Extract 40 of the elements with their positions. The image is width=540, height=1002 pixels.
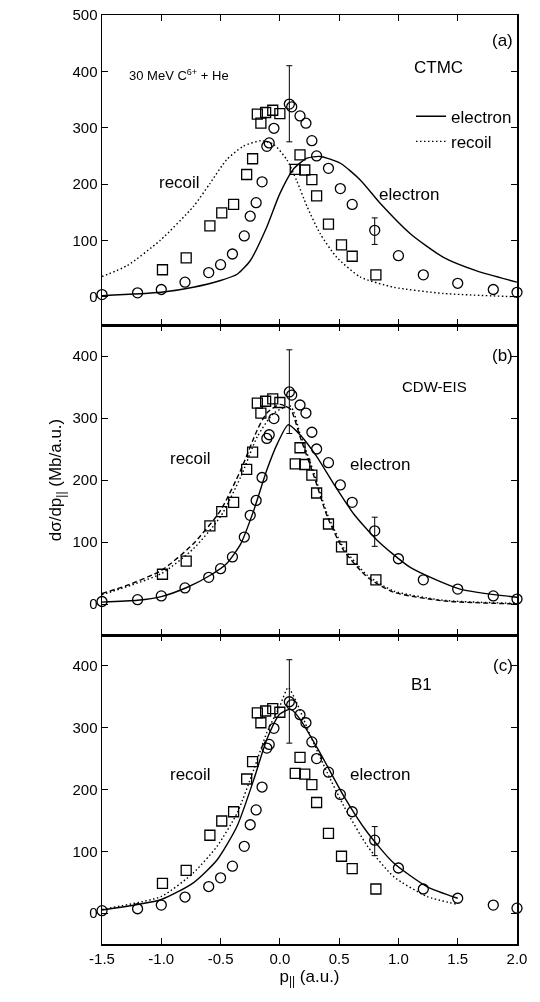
x-tick-label: 0.0 [269, 949, 291, 967]
y-tick-label: 0 [89, 904, 98, 922]
y-tick-label: 300 [72, 409, 98, 427]
annotation: electron [350, 455, 411, 474]
annotation: CDW-EIS [402, 378, 467, 395]
x-tick-label: -1.5 [89, 949, 115, 967]
annotation: recoil [159, 173, 200, 192]
y-tick-label: 400 [72, 62, 98, 80]
annotation: (b) [492, 346, 513, 365]
x-tick-label: -0.5 [207, 949, 234, 967]
y-tick-label: 200 [72, 471, 98, 489]
x-axis-title: p$_{||}$ (a.u.) [279, 966, 340, 989]
x-tick-label: -1.0 [148, 949, 175, 967]
y-tick-label: 0 [89, 288, 98, 306]
y-tick-label: 100 [72, 533, 98, 551]
x-tick-label: 1.5 [447, 949, 469, 967]
y-tick-label: 300 [72, 118, 98, 136]
annotation: 30 MeV C$^{6+}$ + He [129, 67, 229, 84]
y-tick-label: 400 [72, 347, 98, 365]
annotation: electron [379, 185, 440, 204]
y-tick-label: 200 [72, 780, 98, 798]
annotation: (a) [492, 31, 513, 50]
legend-label: recoil [451, 132, 492, 152]
x-tick-label: 2.0 [506, 949, 528, 967]
y-tick-label: 100 [72, 842, 98, 860]
legend-label: electron [451, 107, 512, 127]
y-tick-label: 500 [72, 6, 98, 24]
x-tick-label: 1.0 [388, 949, 409, 967]
x-tick-label: 0.5 [328, 949, 350, 967]
y-tick-label: 300 [72, 718, 98, 736]
y-tick-label: 100 [72, 231, 98, 249]
annotation: recoil [170, 449, 211, 468]
annotation: CTMC [414, 58, 464, 77]
y-tick-label: 200 [72, 175, 98, 193]
annotation: (c) [493, 656, 513, 675]
y-tick-label: 0 [89, 595, 98, 613]
annotation: B1 [411, 675, 432, 694]
annotation: recoil [170, 765, 211, 784]
y-tick-label: 400 [72, 657, 98, 675]
annotation: electron [350, 765, 411, 784]
